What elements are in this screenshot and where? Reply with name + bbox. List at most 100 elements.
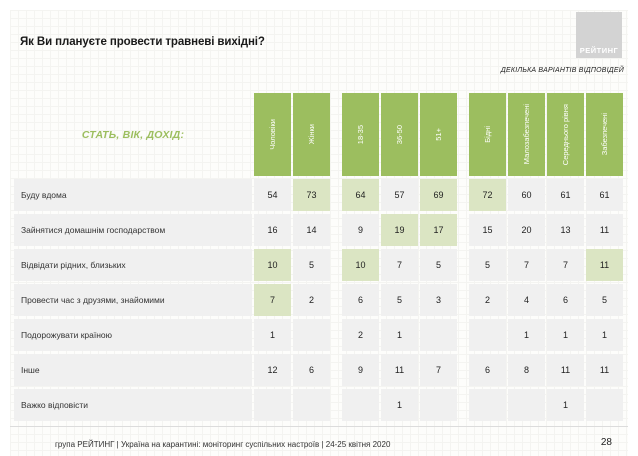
table-cell (420, 389, 457, 421)
table-cell: 61 (586, 179, 623, 211)
column-header: Середнього рівня (547, 93, 584, 176)
table-row: Провести час з друзями, знайомими 7 2 6 5 3 2 4… (14, 284, 623, 316)
table-cell: 9 (342, 214, 379, 246)
column-group-gap (459, 284, 467, 316)
table-cell: 6 (547, 284, 584, 316)
column-group-gap (332, 319, 340, 351)
column-group-gap (459, 249, 467, 281)
column-header-label: Жінки (307, 124, 316, 145)
footer-source-text: група РЕЙТИНГ | Україна на карантині: мо… (55, 440, 391, 449)
table-row: Буду вдома 54 73 64 57 69 72 60 61 61 (14, 179, 623, 211)
table-cell (508, 389, 545, 421)
table-cell: 7 (547, 249, 584, 281)
table-cell: 19 (381, 214, 418, 246)
column-group-gap (332, 284, 340, 316)
table-cell: 11 (547, 354, 584, 386)
table-cell: 2 (342, 319, 379, 351)
rating-group-logo-text: РЕЙТИНГ (579, 46, 619, 55)
slide-background: Як Ви плануєте провести травневі вихідні… (10, 10, 628, 456)
table-cell: 57 (381, 179, 418, 211)
column-header: Забезпечені (586, 93, 623, 176)
column-group-gap (459, 389, 467, 421)
table-cell: 20 (508, 214, 545, 246)
column-group-gap (332, 93, 340, 176)
table-cell: 10 (254, 249, 291, 281)
row-label: Відвідати рідних, близьких (14, 249, 252, 281)
column-group-gap (459, 354, 467, 386)
table-cell: 5 (293, 249, 330, 281)
column-header-label: Чоловіки (268, 119, 277, 150)
row-label: Зайнятися домашнім господарством (14, 214, 252, 246)
table-cell: 7 (508, 249, 545, 281)
table-cell (469, 319, 506, 351)
column-header: Бідні (469, 93, 506, 176)
table-cell: 13 (547, 214, 584, 246)
column-group-gap (332, 389, 340, 421)
table-cell: 72 (469, 179, 506, 211)
table-cell: 12 (254, 354, 291, 386)
table-cell: 1 (547, 319, 584, 351)
table-cell (293, 319, 330, 351)
table-cell: 1 (547, 389, 584, 421)
table-cell: 8 (508, 354, 545, 386)
table-row: Інше 12 6 9 11 7 6 8 11 11 (14, 354, 623, 386)
table-cell: 9 (342, 354, 379, 386)
column-header-label: 36-50 (395, 124, 404, 145)
table-cell (586, 389, 623, 421)
column-header: 18-35 (342, 93, 379, 176)
column-group-gap (459, 93, 467, 176)
table-cell: 5 (469, 249, 506, 281)
table-row: Подорожувати країною 1 2 1 1 1 1 (14, 319, 623, 351)
table-cell: 6 (469, 354, 506, 386)
table-cell: 5 (381, 284, 418, 316)
table-row: Зайнятися домашнім господарством 16 14 9 19 1… (14, 214, 623, 246)
table-cell: 1 (381, 319, 418, 351)
table-cell: 16 (254, 214, 291, 246)
table-cell: 60 (508, 179, 545, 211)
table-cell: 15 (469, 214, 506, 246)
column-group-gap (332, 249, 340, 281)
table-cell: 11 (586, 214, 623, 246)
column-header: Жінки (293, 93, 330, 176)
table-cell: 2 (293, 284, 330, 316)
column-header: 36-50 (381, 93, 418, 176)
table-cell: 5 (586, 284, 623, 316)
table-cell: 1 (508, 319, 545, 351)
row-label: Подорожувати країною (14, 319, 252, 351)
column-header-label: Бідні (483, 126, 492, 143)
table-cell: 10 (342, 249, 379, 281)
table-cell: 54 (254, 179, 291, 211)
table-cell: 61 (547, 179, 584, 211)
multiple-answers-note: ДЕКІЛЬКА ВАРІАНТІВ ВІДПОВІДЕЙ (500, 67, 624, 74)
table-cell: 14 (293, 214, 330, 246)
table-cell: 1 (381, 389, 418, 421)
column-group-gap (459, 214, 467, 246)
table-cell (420, 319, 457, 351)
row-label: Інше (14, 354, 252, 386)
page-number: 28 (600, 437, 612, 448)
column-group-gap (332, 214, 340, 246)
table-cell: 11 (586, 354, 623, 386)
row-label: Буду вдома (14, 179, 252, 211)
corner-label: СТАТЬ, ВІК, ДОХІД: (81, 128, 185, 141)
column-header-label: Забезпечені (600, 113, 609, 156)
table-cell (254, 389, 291, 421)
table-cell: 1 (586, 319, 623, 351)
table-cell: 6 (293, 354, 330, 386)
column-header-label: Малозабезпечені (522, 104, 531, 165)
table-cell: 7 (381, 249, 418, 281)
table-cell: 11 (381, 354, 418, 386)
column-group-gap (459, 319, 467, 351)
table-cell: 2 (469, 284, 506, 316)
row-label: Провести час з друзями, знайомими (14, 284, 252, 316)
table-cell: 4 (508, 284, 545, 316)
slide-title: Як Ви плануєте провести травневі вихідні… (20, 36, 265, 48)
footer-divider (10, 426, 628, 427)
row-label: Важко відповісти (14, 389, 252, 421)
table-cell: 11 (586, 249, 623, 281)
table-cell: 7 (420, 354, 457, 386)
table-cell: 1 (254, 319, 291, 351)
table-cell: 3 (420, 284, 457, 316)
table-cell: 6 (342, 284, 379, 316)
column-header: 51+ (420, 93, 457, 176)
